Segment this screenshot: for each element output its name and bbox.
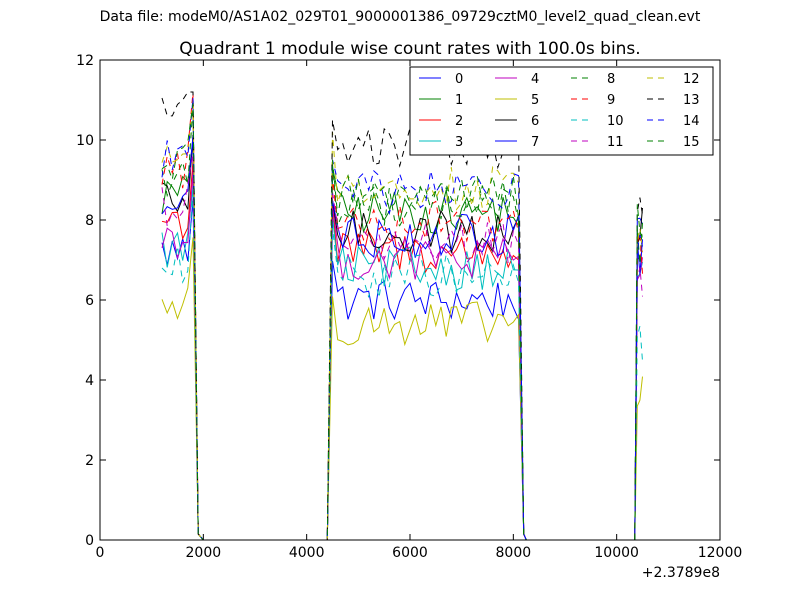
x-tick-label: 0: [96, 545, 105, 561]
y-tick-label: 2: [85, 453, 94, 469]
y-tick-label: 6: [85, 293, 94, 309]
series-line-13: [161, 91, 643, 540]
legend-label-8: 8: [607, 72, 615, 87]
legend-label-12: 12: [683, 72, 700, 87]
series-line-1: [161, 139, 643, 540]
x-tick-label: 6000: [392, 545, 428, 561]
x-axis-offset-label: +2.3789e8: [642, 565, 720, 581]
legend-label-13: 13: [683, 93, 700, 108]
chart-title: Quadrant 1 module wise count rates with …: [179, 39, 640, 59]
legend-label-1: 1: [455, 93, 463, 108]
legend-label-15: 15: [683, 135, 700, 150]
legend-box: [409, 66, 714, 156]
x-tick-label: 2000: [186, 545, 222, 561]
x-tick-label: 8000: [496, 545, 532, 561]
legend-label-7: 7: [531, 135, 539, 150]
series-line-7: [161, 136, 643, 540]
series-line-0: [161, 198, 643, 540]
legend-label-0: 0: [455, 72, 463, 87]
x-axis: 0 2000 4000 6000 8000 10000 12000: [96, 60, 743, 561]
series-line-9: [161, 91, 643, 540]
series-line-8: [161, 105, 643, 540]
y-tick-label: 4: [85, 373, 94, 389]
series-line-15: [161, 103, 643, 540]
series-line-6: [161, 134, 643, 540]
legend-label-6: 6: [531, 114, 539, 129]
y-tick-label: 8: [85, 213, 94, 229]
legend-label-3: 3: [455, 135, 463, 150]
series-line-10: [161, 188, 643, 540]
y-tick-label: 10: [76, 133, 94, 149]
series-line-3: [161, 186, 643, 540]
x-tick-label: 10000: [594, 545, 639, 561]
series-line-4: [161, 171, 643, 540]
figure-suptitle: Data file: modeM0/AS1A02_029T01_90000013…: [99, 9, 701, 25]
series-line-12: [161, 99, 643, 540]
legend-label-11: 11: [607, 135, 624, 150]
legend-label-4: 4: [531, 72, 539, 87]
series-lines: [161, 91, 643, 540]
series-line-11: [161, 153, 643, 540]
x-tick-label: 12000: [698, 545, 743, 561]
legend-label-5: 5: [531, 93, 539, 108]
legend-label-14: 14: [683, 114, 700, 129]
legend-label-9: 9: [607, 93, 615, 108]
series-line-2: [161, 161, 643, 540]
series-line-5: [161, 237, 643, 540]
y-tick-label: 12: [76, 53, 94, 69]
x-tick-label: 4000: [289, 545, 325, 561]
series-line-14: [161, 97, 643, 540]
y-tick-label: 0: [85, 533, 94, 549]
legend-label-2: 2: [455, 114, 463, 129]
legend-label-10: 10: [607, 114, 624, 129]
